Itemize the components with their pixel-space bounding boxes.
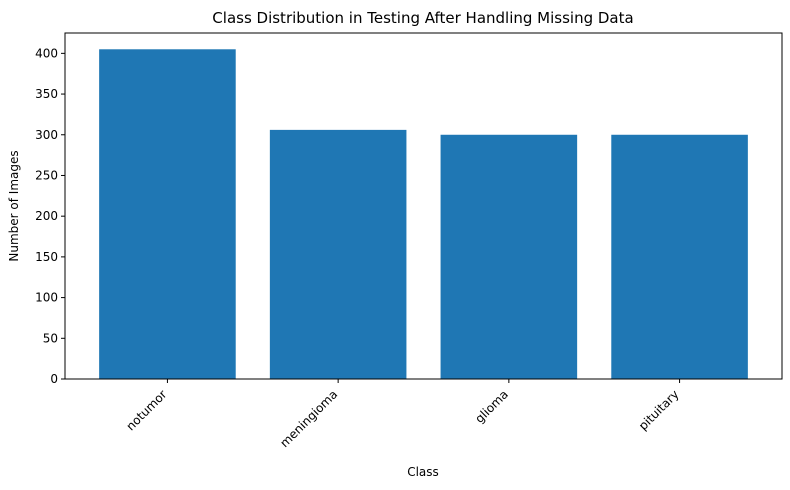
bar-meningioma: [269, 129, 407, 379]
y-tick-label: 250: [35, 168, 58, 182]
y-axis-label: Number of Images: [7, 150, 21, 261]
y-tick-label: 50: [43, 331, 58, 345]
axes-frame: [64, 32, 783, 380]
y-tick-label: 150: [35, 250, 58, 264]
bar-pituitary: [611, 134, 748, 379]
y-tick-label: 200: [35, 209, 58, 223]
y-tick-label: 0: [50, 372, 58, 386]
y-tick-label: 300: [35, 128, 58, 142]
bar-notumor: [99, 49, 236, 380]
bar-glioma: [440, 134, 578, 379]
chart-title: Class Distribution in Testing After Hand…: [212, 9, 633, 27]
y-tick-label: 100: [35, 291, 58, 305]
y-tick-label: 350: [35, 87, 58, 101]
y-tick-label: 400: [35, 46, 58, 60]
x-axis-label: Class: [407, 465, 439, 479]
